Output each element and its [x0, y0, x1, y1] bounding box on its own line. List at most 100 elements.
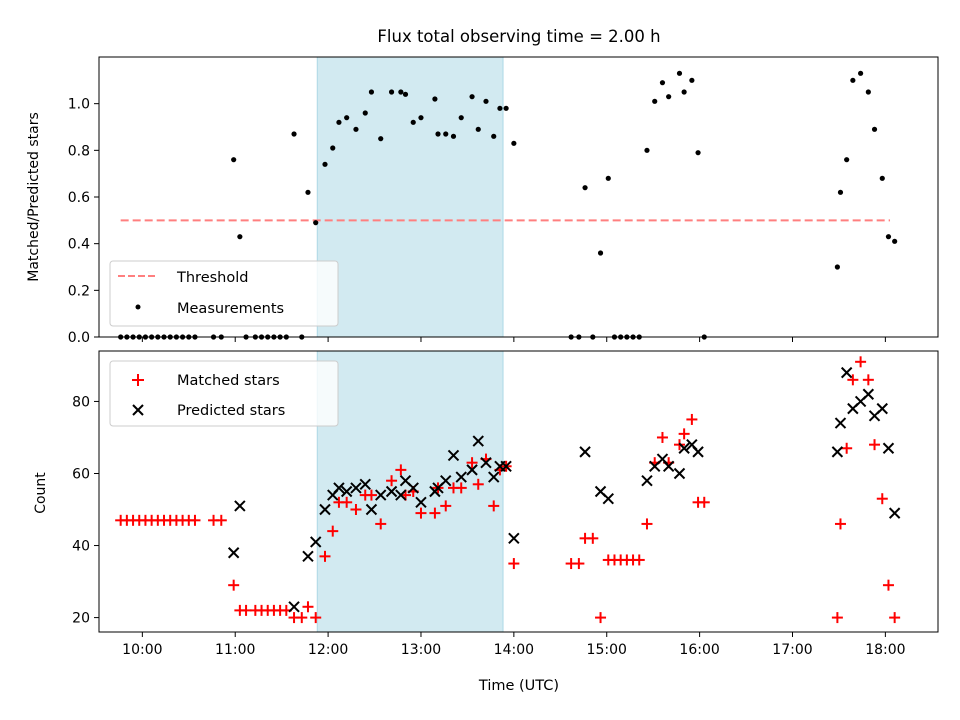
matched-star-point — [302, 601, 314, 613]
x-stroke-b — [466, 464, 478, 476]
measurement-point — [834, 264, 840, 270]
matched-star-point — [595, 612, 607, 624]
measurement-point — [597, 250, 604, 256]
legend-threshold-label: Threshold — [176, 270, 248, 286]
measurement-point — [322, 161, 328, 167]
x-tick-label: 15:00 — [587, 642, 627, 658]
measurement-point — [378, 136, 384, 142]
matched-star-point — [455, 482, 467, 494]
predicted-star-point — [365, 503, 378, 516]
measurement-point — [605, 175, 611, 181]
measurement-point — [330, 145, 336, 151]
matched-star-point — [862, 374, 874, 386]
y-tick-label: 0.8 — [68, 143, 90, 159]
x-stroke-b — [508, 532, 520, 545]
measurement-point — [503, 105, 509, 111]
measurement-point — [695, 150, 701, 156]
matched-star-point — [375, 518, 387, 530]
x-stroke-b — [500, 460, 512, 472]
measurement-point — [291, 131, 297, 137]
predicted-star-point — [319, 503, 331, 516]
measurement-point — [871, 126, 878, 132]
x-tick-label: 10:00 — [122, 642, 162, 658]
x-stroke-b — [359, 478, 371, 491]
measurement-point — [450, 133, 457, 139]
matched-star-point — [350, 504, 362, 516]
matched-star-point — [296, 612, 308, 624]
measurement-point — [336, 119, 342, 125]
measurement-point — [644, 147, 650, 153]
x-tick-label: 12:00 — [308, 642, 348, 658]
top-legend-box — [109, 260, 339, 327]
y-tick-label: 0.6 — [68, 190, 90, 206]
matched-star-point — [240, 604, 252, 616]
matched-star-point — [855, 356, 867, 368]
x-stroke-b — [888, 507, 901, 519]
predicted-star-point — [876, 402, 888, 415]
x-stroke-b — [447, 449, 460, 462]
x-stroke-b — [350, 482, 362, 494]
y-tick-label: 20 — [72, 611, 90, 627]
matched-star-point — [847, 374, 859, 386]
x-axis-label: Time (UTC) — [478, 678, 559, 694]
x-stroke-b — [480, 456, 492, 469]
x-stroke-b — [365, 503, 378, 516]
predicted-star-point — [831, 446, 844, 458]
x-stroke-b — [876, 402, 888, 415]
measurement-point — [491, 133, 497, 139]
matched-star-point — [633, 554, 645, 566]
matched-star-point — [678, 428, 690, 440]
predicted-star-point — [488, 471, 500, 483]
top-plot-area — [118, 57, 898, 340]
measurement-point — [885, 234, 892, 240]
matched-star-point — [341, 496, 353, 508]
x-stroke-b — [375, 489, 387, 501]
y-tick-label: 40 — [72, 539, 90, 555]
x-stroke-b — [333, 482, 345, 494]
x-stroke-b — [840, 366, 853, 379]
predicted-star-point — [440, 474, 452, 487]
matched-star-point — [876, 493, 888, 505]
matched-star-point — [319, 550, 331, 562]
predicted-star-point — [500, 460, 512, 472]
x-stroke-b — [602, 492, 614, 505]
predicted-star-point — [455, 471, 467, 483]
measurement-point — [879, 175, 885, 181]
predicted-star-point — [395, 489, 407, 501]
measurement-point — [652, 98, 658, 104]
bottom-y-ticks: 20 40 60 80 — [72, 394, 99, 627]
x-stroke-b — [340, 485, 353, 498]
predicted-star-point — [385, 485, 398, 498]
x-stroke-b — [472, 435, 484, 447]
x-stroke-b — [399, 474, 412, 487]
predicted-star-point — [579, 446, 591, 458]
measurement-point — [410, 119, 416, 125]
measurement-point — [344, 115, 350, 121]
x-stroke-b — [227, 547, 240, 559]
predicted-star-point — [310, 536, 322, 548]
predicted-star-point — [862, 388, 875, 400]
predicted-star-point — [340, 485, 353, 498]
x-stroke-b — [440, 474, 452, 487]
matched-star-point — [327, 525, 339, 537]
matched-star-point — [882, 579, 894, 591]
x-stroke-b — [488, 471, 500, 483]
legend-measurements-label: Measurements — [177, 301, 284, 317]
x-stroke-b — [692, 446, 704, 458]
matched-star-point — [587, 532, 599, 544]
measurement-point — [435, 131, 441, 137]
matched-star-point — [310, 612, 322, 624]
measurement-point — [837, 189, 844, 195]
measurement-point — [305, 189, 311, 195]
legend-matched-label: Matched stars — [177, 373, 280, 389]
matched-star-point — [472, 478, 484, 490]
x-stroke-b — [234, 500, 246, 512]
matched-star-point — [189, 514, 201, 526]
predicted-star-point — [350, 482, 362, 494]
measurement-point — [418, 115, 424, 121]
bottom-x-ticks: 10:00 11:00 12:00 13:00 14:00 15:00 16:00 17:00… — [122, 632, 906, 658]
x-tick-label: 13:00 — [401, 642, 441, 658]
matched-star-point — [698, 496, 710, 508]
